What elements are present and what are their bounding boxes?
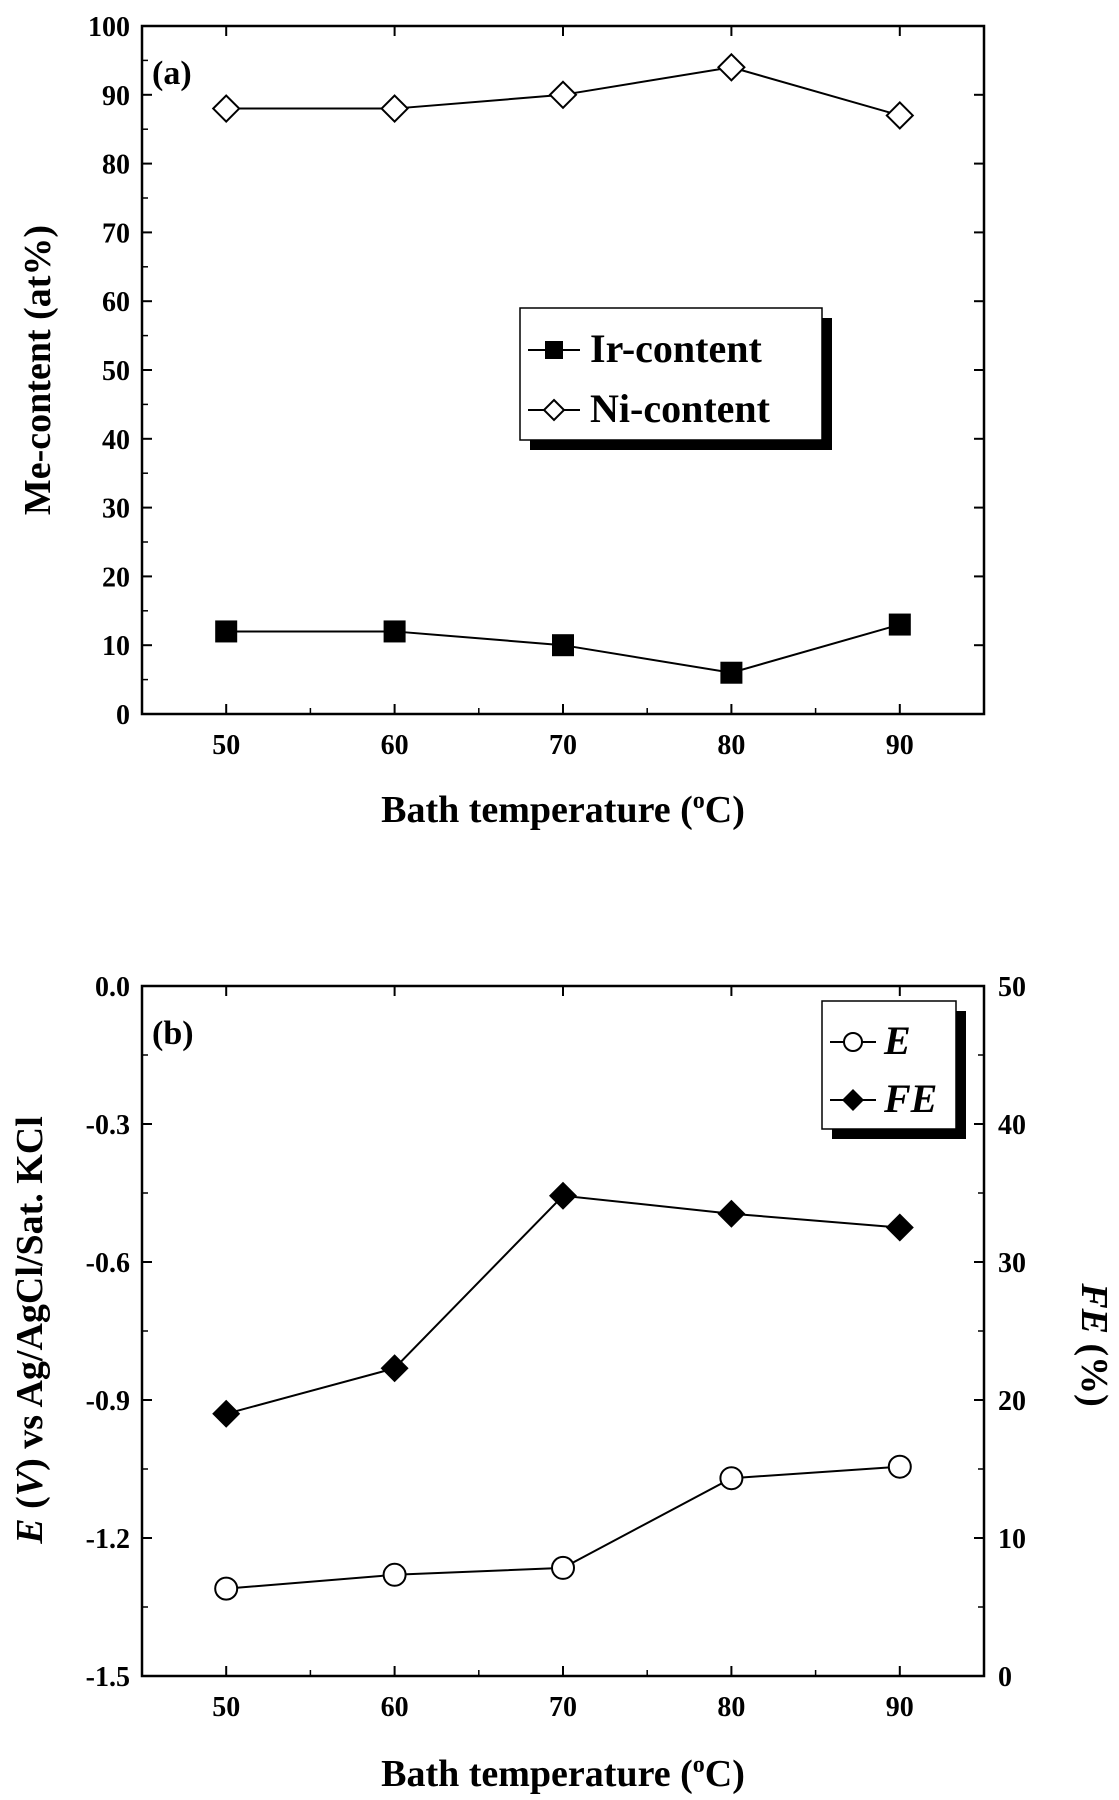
legend-b: E FE: [821, 1000, 966, 1139]
x-tick-label: 90: [886, 730, 914, 761]
y-tick-label: 10: [998, 1524, 1026, 1555]
y-axis-title-a: Me-content (at%): [17, 225, 59, 515]
y-left-title-italic-e: E: [9, 1518, 51, 1544]
y-tick-label: -0.6: [86, 1248, 130, 1279]
panel-label-a: (a): [152, 55, 192, 92]
x-axis-title-b-main: Bath temperature (: [381, 1753, 693, 1795]
y-tick-label: -0.9: [86, 1386, 130, 1417]
legend-marker-fe: [842, 1089, 864, 1111]
chart-panel-a: 0 10 20 30 40 50 60 70 80 90 100 50 60 70 80 90 (a) Me…: [17, 12, 986, 831]
y-tick-label: -1.5: [86, 1662, 130, 1693]
series-group-a: [211, 52, 915, 684]
x-axis-title-b: Bath temperature (oC): [381, 1752, 745, 1795]
legend-marker-ir: [545, 341, 563, 359]
y-tick-label: 0: [998, 1662, 1012, 1693]
data-point-series-1: [380, 1354, 409, 1383]
x-tick-label: 60: [381, 730, 409, 761]
y-tick-label: 20: [102, 562, 130, 593]
legend-box-a: [519, 307, 823, 441]
y-axis-ticks-a: 0 10 20 30 40 50 60 70 80 90 100: [88, 12, 984, 731]
x-axis-title-a-sup: o: [693, 788, 705, 814]
panel-label-b: (b): [152, 1015, 194, 1052]
x-tick-label: 80: [717, 1692, 745, 1723]
legend-marker-e: [843, 1032, 863, 1052]
y-left-axis-ticks-b: -1.5 -1.2 -0.9 -0.6 -0.3 0.0: [86, 972, 152, 1693]
data-point-series-1: [885, 1213, 914, 1242]
y-tick-label: 0: [116, 700, 130, 731]
y-tick-label: 50: [102, 356, 130, 387]
x-tick-label: 80: [717, 730, 745, 761]
series-group-b: [212, 1181, 914, 1601]
y-left-title-paren: (: [9, 1496, 51, 1518]
data-point-series-0: [214, 1576, 239, 1601]
x-axis-title-a-end: C): [705, 789, 745, 831]
data-point-series-0: [719, 1466, 744, 1491]
x-tick-label: 50: [212, 1692, 240, 1723]
y-tick-label: 30: [998, 1248, 1026, 1279]
data-point-series-1: [212, 1399, 241, 1428]
x-tick-label: 70: [549, 1692, 577, 1723]
x-tick-label: 90: [886, 1692, 914, 1723]
legend-label-fe: FE: [883, 1076, 937, 1121]
x-axis-title-b-sup: o: [693, 1752, 705, 1778]
y-tick-label: 100: [88, 12, 130, 43]
data-point-series-0: [720, 661, 743, 684]
series-line-1: [225, 1194, 900, 1415]
data-point-series-1: [549, 1181, 577, 1210]
y-tick-label: -0.3: [86, 1110, 130, 1141]
x-axis-title-a-main: Bath temperature (: [381, 789, 693, 831]
data-point-series-0: [383, 620, 406, 643]
y-tick-label: 0.0: [95, 972, 130, 1003]
x-tick-label: 70: [549, 730, 577, 761]
y-tick-label: 50: [998, 972, 1026, 1003]
data-point-series-1: [716, 52, 746, 82]
y-left-title-rest: ) vs Ag/AgCl/Sat. KCl: [9, 1116, 51, 1471]
y-tick-label: 80: [102, 150, 130, 181]
x-axis-title-b-end: C): [705, 1753, 745, 1795]
data-point-series-1: [548, 80, 578, 110]
data-point-series-1: [211, 94, 241, 123]
y-tick-label: 90: [102, 81, 130, 112]
legend-marker-ni: [542, 398, 566, 422]
y-tick-label: 70: [102, 218, 130, 249]
data-point-series-1: [717, 1199, 746, 1228]
y-tick-label: 40: [102, 425, 130, 456]
y-tick-label: 10: [102, 631, 130, 662]
y-left-title-italic-v: V: [9, 1468, 51, 1496]
x-tick-label: 60: [381, 1692, 409, 1723]
data-point-series-0: [215, 620, 238, 643]
y-tick-label: 20: [998, 1386, 1026, 1417]
y-right-axis-title-b: FE (%): [1073, 1282, 1115, 1407]
legend-label-ni: Ni-content: [590, 386, 771, 431]
y-tick-label: -1.2: [86, 1524, 130, 1555]
x-axis-ticks-a: 50 60 70 80 90: [212, 26, 914, 761]
x-axis-ticks-b: 50 60 70 80 90: [212, 986, 914, 1723]
y-left-axis-title-b: E (V) vs Ag/AgCl/Sat. KCl: [9, 1116, 51, 1545]
data-point-series-0: [888, 613, 911, 636]
data-point-series-0: [551, 1555, 575, 1580]
y-tick-label: 60: [102, 287, 130, 318]
data-point-series-1: [885, 101, 915, 130]
legend-label-e: E: [883, 1018, 911, 1063]
legend-box-b: [821, 1000, 957, 1130]
data-point-series-0: [887, 1454, 912, 1479]
data-point-series-1: [380, 94, 410, 123]
data-point-series-0: [552, 634, 574, 657]
legend-a: Ir-content Ni-content: [519, 307, 832, 450]
y-right-axis-ticks-b: 0 10 20 30 40 50: [974, 972, 1026, 1693]
data-point-series-0: [382, 1562, 407, 1587]
chart-panel-b: -1.5 -1.2 -0.9 -0.6 -0.3 0.0 0 10 20 30 40 50 50 60…: [9, 972, 1115, 1795]
y-right-title-rest: (%): [1073, 1334, 1115, 1407]
y-tick-label: 30: [102, 494, 130, 525]
x-tick-label: 50: [212, 730, 240, 761]
x-axis-title-a: Bath temperature (oC): [381, 788, 745, 831]
legend-label-ir: Ir-content: [590, 326, 762, 371]
y-right-title-italic: FE: [1073, 1282, 1115, 1334]
y-tick-label: 40: [998, 1110, 1026, 1141]
